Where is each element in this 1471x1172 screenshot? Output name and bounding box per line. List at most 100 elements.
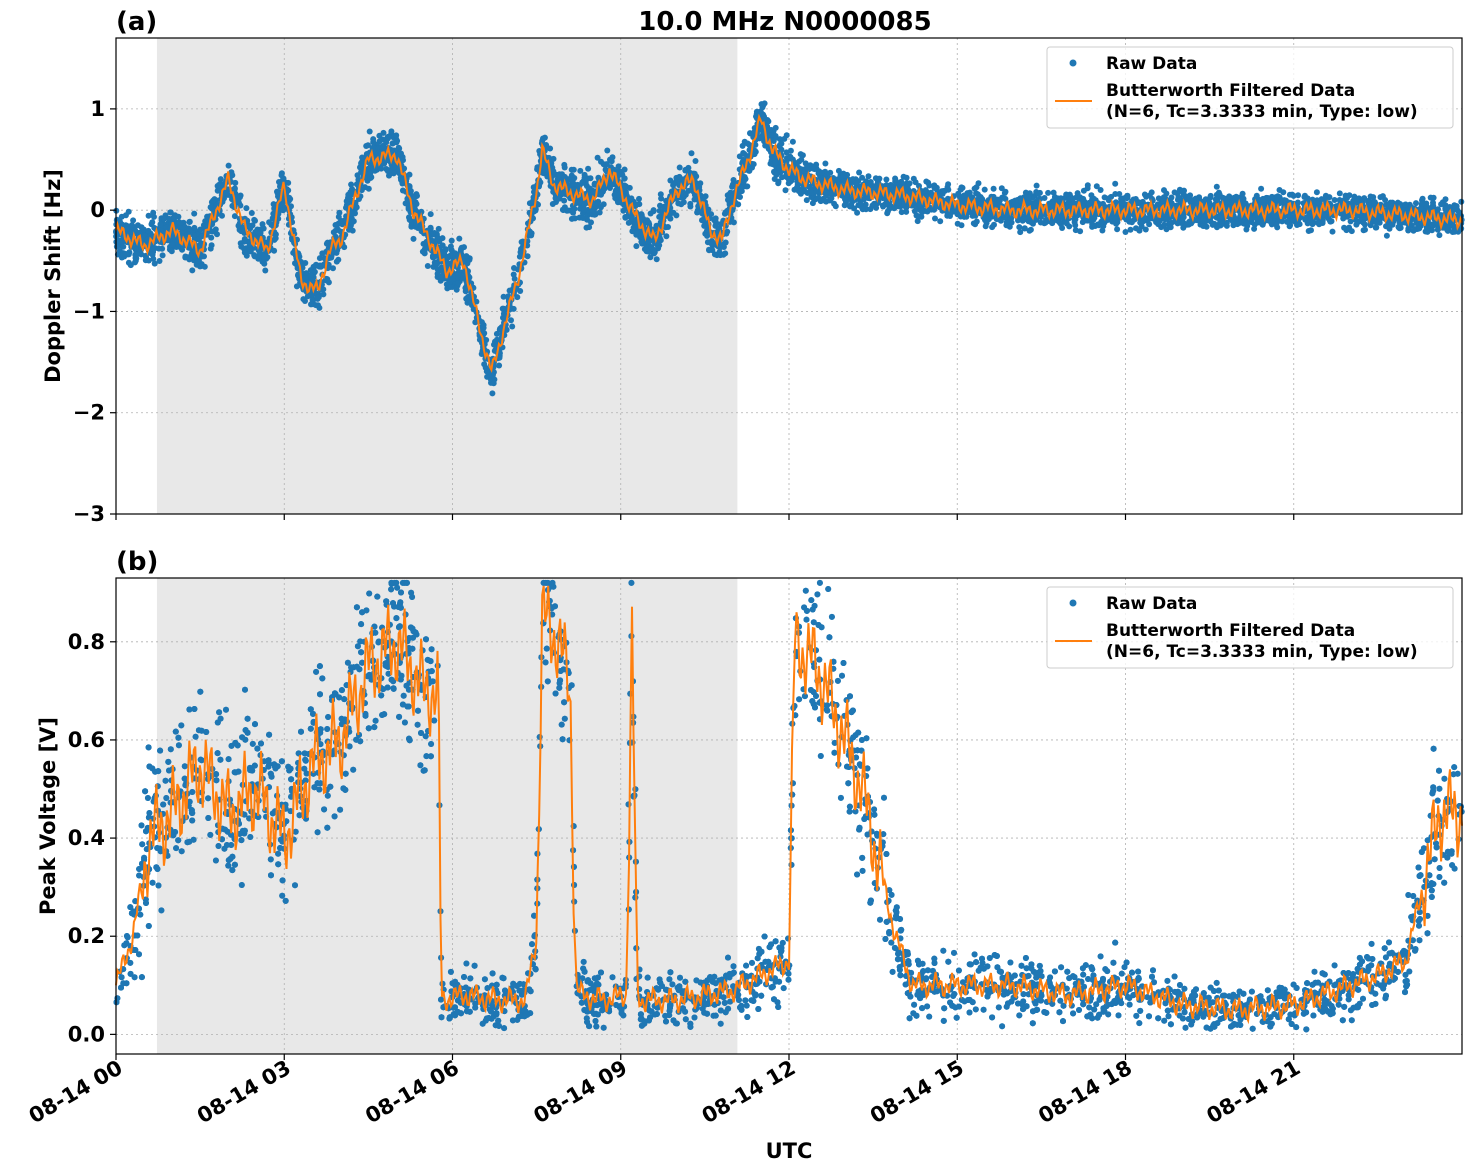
raw-data-point xyxy=(1336,190,1343,197)
raw-data-point xyxy=(739,142,746,149)
raw-data-point xyxy=(271,247,278,254)
raw-data-point xyxy=(496,362,503,369)
raw-data-point xyxy=(688,150,695,157)
raw-data-point xyxy=(1174,220,1181,227)
raw-data-point xyxy=(1212,196,1219,203)
raw-data-point xyxy=(636,195,642,202)
raw-data-point xyxy=(667,177,674,184)
raw-data-point xyxy=(775,180,782,187)
raw-data-point xyxy=(125,259,132,266)
raw-data-point xyxy=(1027,226,1034,233)
raw-data-point xyxy=(724,228,731,235)
raw-data-point xyxy=(1037,219,1044,226)
raw-data-point xyxy=(958,184,965,191)
raw-data-point xyxy=(155,245,162,252)
raw-data-point xyxy=(990,185,997,192)
raw-data-point xyxy=(113,243,120,250)
raw-data-point xyxy=(1327,218,1334,225)
raw-data-point xyxy=(159,252,166,259)
raw-data-point xyxy=(335,213,342,220)
raw-data-point xyxy=(783,149,790,156)
raw-data-point xyxy=(497,325,504,332)
raw-data-point xyxy=(932,215,938,222)
raw-data-point xyxy=(767,132,774,138)
raw-data-point xyxy=(1436,232,1443,239)
raw-data-point xyxy=(248,210,255,216)
raw-data-point xyxy=(685,187,692,194)
raw-data-point xyxy=(1313,189,1320,196)
raw-data-point xyxy=(903,208,910,215)
raw-data-point xyxy=(262,267,269,274)
raw-data-point xyxy=(1126,218,1133,225)
raw-data-point xyxy=(772,124,779,131)
raw-data-point xyxy=(1383,223,1389,230)
raw-data-point xyxy=(1160,197,1167,204)
raw-data-point xyxy=(1167,224,1174,231)
raw-data-point xyxy=(607,185,613,191)
raw-data-point xyxy=(1179,188,1185,195)
raw-data-point xyxy=(508,317,514,324)
raw-data-point xyxy=(251,252,258,259)
raw-data-point xyxy=(1223,199,1230,206)
raw-data-point xyxy=(396,151,403,158)
raw-data-point xyxy=(577,167,584,174)
raw-data-point xyxy=(490,380,497,387)
raw-data-point xyxy=(1122,229,1129,235)
raw-data-point xyxy=(793,184,800,191)
raw-data-point xyxy=(1413,200,1419,207)
raw-data-point xyxy=(883,176,890,183)
raw-data-point xyxy=(217,176,224,183)
raw-data-point xyxy=(598,191,604,198)
raw-data-point xyxy=(1305,228,1312,234)
raw-data-point xyxy=(581,171,588,178)
raw-data-point xyxy=(1146,215,1153,222)
raw-data-point xyxy=(895,200,902,206)
raw-data-point xyxy=(1002,188,1009,195)
raw-data-point xyxy=(697,180,704,187)
raw-data-point xyxy=(132,259,138,266)
raw-data-point xyxy=(1175,194,1182,201)
raw-data-point xyxy=(1155,221,1162,228)
raw-data-point xyxy=(455,280,462,287)
raw-data-point xyxy=(883,201,890,208)
raw-data-point xyxy=(725,196,731,203)
raw-data-point xyxy=(186,219,193,225)
raw-data-point xyxy=(1211,220,1218,227)
raw-data-point xyxy=(744,183,751,190)
raw-data-point xyxy=(478,319,485,326)
raw-data-point xyxy=(278,172,285,179)
raw-data-point xyxy=(843,197,850,204)
raw-data-point xyxy=(393,132,400,139)
raw-data-point xyxy=(151,213,157,220)
raw-data-point xyxy=(1341,224,1348,231)
raw-data-point xyxy=(358,160,365,167)
raw-data-point xyxy=(682,167,689,174)
raw-data-point xyxy=(1379,193,1386,200)
raw-data-point xyxy=(195,257,202,264)
raw-data-point xyxy=(319,250,326,257)
raw-data-point xyxy=(1077,228,1084,235)
raw-data-point xyxy=(1049,220,1056,227)
raw-data-point xyxy=(455,272,462,279)
raw-data-point xyxy=(369,144,376,151)
raw-data-point xyxy=(261,253,267,260)
raw-data-point xyxy=(410,235,417,242)
raw-data-point xyxy=(517,288,524,294)
raw-data-point xyxy=(937,218,944,225)
raw-data-point xyxy=(349,227,356,234)
raw-data-point xyxy=(750,161,757,168)
raw-data-point xyxy=(549,201,556,207)
raw-data-point xyxy=(1251,221,1258,228)
raw-data-point xyxy=(595,174,602,181)
raw-data-point xyxy=(1086,199,1093,206)
panel-a-ylabel: Doppler Shift [Hz] xyxy=(41,169,65,383)
raw-data-point xyxy=(1258,185,1265,192)
raw-data-point xyxy=(1021,225,1028,232)
raw-data-point xyxy=(489,372,496,379)
raw-data-point xyxy=(981,186,988,193)
raw-data-point xyxy=(447,243,454,250)
raw-data-point xyxy=(740,178,747,185)
raw-data-point xyxy=(985,216,992,223)
panel-a: (a) Doppler Shift [Hz] −3 −2 −1 0 1 Raw … xyxy=(41,7,1465,526)
raw-data-point xyxy=(149,251,156,258)
